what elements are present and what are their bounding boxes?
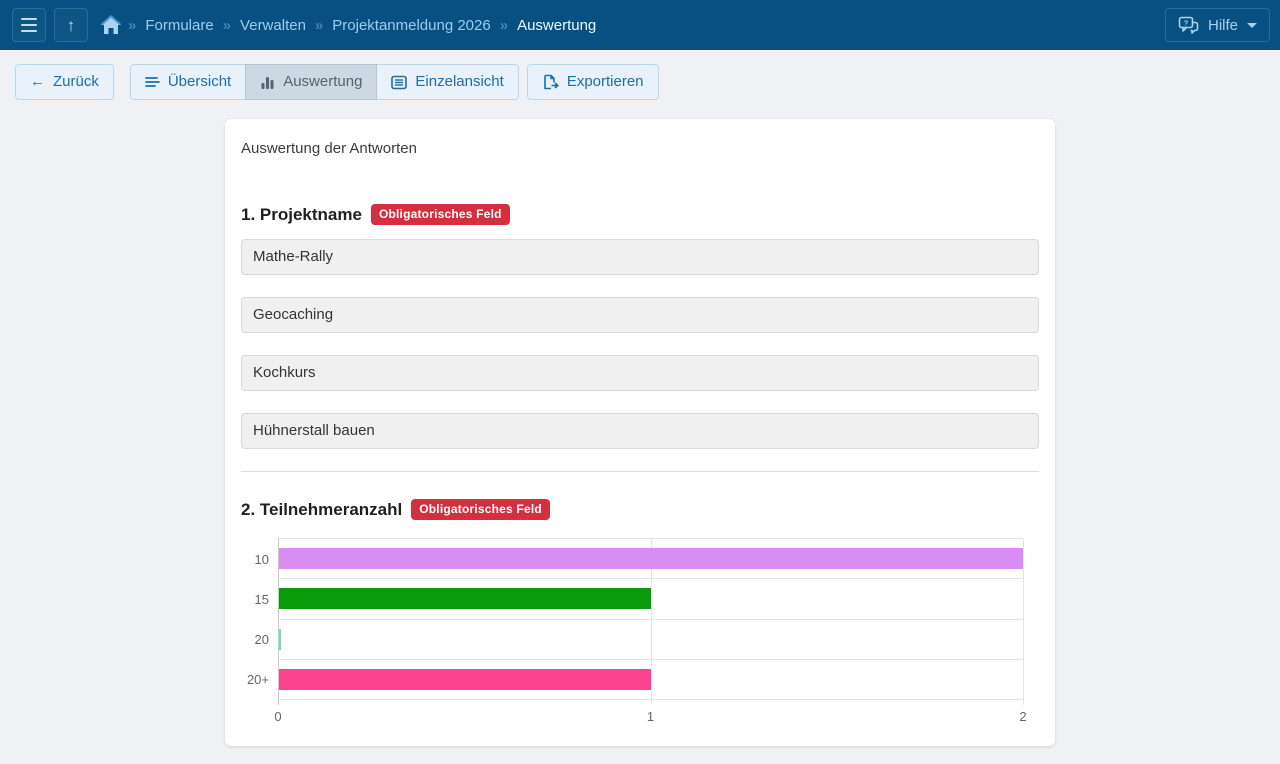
- chart-category-label: 20+: [246, 672, 269, 688]
- lines-icon: [144, 77, 160, 87]
- help-bubbles-icon: ?: [1178, 16, 1199, 34]
- top-navbar: ↑ » Formulare » Verwalten » Projektanmeldung …: [0, 0, 1280, 50]
- chart-x-axis-labels: 0 1 2: [274, 700, 1027, 728]
- help-button[interactable]: ? Hilfe: [1164, 8, 1270, 42]
- back-arrow-icon: ←: [30, 73, 45, 90]
- chart-category-label: 15: [254, 591, 269, 607]
- single-view-label: Einzelansicht: [415, 73, 504, 90]
- chart-y-axis-labels: 10 15 20 20+: [241, 538, 278, 700]
- bar-chart-icon: [261, 76, 274, 89]
- mandatory-field-badge: Obligatorisches Feld: [411, 499, 550, 520]
- question-2-title: 2. Teilnehmeranzahl: [241, 499, 403, 519]
- overview-label: Übersicht: [167, 73, 232, 90]
- breadcrumb-separator: »: [314, 16, 324, 34]
- chart-bar: [279, 548, 1023, 570]
- breadcrumb-item[interactable]: Formulare: [145, 16, 214, 34]
- tab-overview[interactable]: Übersicht: [129, 64, 247, 100]
- breadcrumb-separator: »: [499, 16, 509, 34]
- chart-bar: [279, 588, 651, 610]
- question-1-title: 1. Projektname: [241, 204, 362, 224]
- breadcrumb-separator: »: [128, 16, 137, 34]
- question-1-heading: 1. Projektname Obligatorisches Feld: [241, 204, 1039, 225]
- chart-category-label: 10: [254, 551, 269, 567]
- chart-gridline: [651, 539, 652, 705]
- chart-x-tick-label: 1: [646, 709, 655, 724]
- card-title: Auswertung der Antworten: [241, 140, 417, 157]
- scroll-top-button[interactable]: ↑: [54, 8, 88, 42]
- view-switch-group: Übersicht Auswertung Einzelansicht: [129, 64, 519, 100]
- home-link[interactable]: [100, 15, 122, 35]
- svg-text:?: ?: [1184, 18, 1189, 27]
- file-export-icon: [544, 74, 559, 90]
- breadcrumb-separator: »: [222, 16, 232, 34]
- back-button[interactable]: ← Zurück: [15, 64, 114, 100]
- back-label: Zurück: [53, 73, 99, 90]
- home-icon: [101, 15, 121, 34]
- evaluation-label: Auswertung: [283, 73, 363, 90]
- chart-bar: [279, 628, 281, 650]
- up-arrow-icon: ↑: [66, 15, 76, 35]
- evaluation-card: Auswertung der Antworten 1. Projektname …: [225, 119, 1055, 746]
- chart-gridline: [278, 539, 279, 705]
- mandatory-field-badge: Obligatorisches Feld: [370, 204, 510, 225]
- chart-bar: [279, 668, 651, 690]
- breadcrumb-item: Auswertung: [517, 16, 597, 34]
- chevron-down-icon: [1247, 22, 1257, 28]
- section-divider: [241, 471, 1039, 472]
- breadcrumb: » Formulare » Verwalten » Projektanmeldung 20…: [128, 17, 596, 34]
- export-label: Exportieren: [566, 73, 644, 90]
- answer-box: Mathe-Rally: [241, 239, 1039, 275]
- help-label: Hilfe: [1207, 16, 1238, 34]
- list-panel-icon: [391, 75, 408, 89]
- breadcrumb-item[interactable]: Verwalten: [240, 16, 306, 34]
- tab-single-view[interactable]: Einzelansicht: [376, 64, 519, 100]
- export-button[interactable]: Exportieren: [526, 64, 659, 100]
- chart-x-tick-label: 2: [1019, 709, 1027, 724]
- chart-category-label: 20: [254, 632, 269, 648]
- menu-button[interactable]: [12, 8, 46, 42]
- answer-box: Kochkurs: [241, 355, 1039, 391]
- question-2-heading: 2. Teilnehmeranzahl Obligatorisches Feld: [241, 499, 1039, 520]
- tab-evaluation[interactable]: Auswertung: [245, 64, 378, 100]
- breadcrumb-item[interactable]: Projektanmeldung 2026: [332, 16, 491, 34]
- chart-x-tick-label: 0: [274, 709, 282, 724]
- answer-box: Hühnerstall bauen: [241, 413, 1039, 449]
- toolbar: ← Zurück Übersicht Auswertung Ei: [0, 50, 1280, 114]
- answer-box: Geocaching: [241, 297, 1039, 333]
- participants-bar-chart: 10 15 20 20+ 0 1 2: [241, 538, 1027, 728]
- hamburger-icon: [21, 18, 37, 32]
- question-1-answers: Mathe-Rally Geocaching Kochkurs Hühnerstall…: [241, 239, 1039, 449]
- chart-gridline: [1023, 539, 1024, 705]
- chart-plot-area: [278, 538, 1024, 705]
